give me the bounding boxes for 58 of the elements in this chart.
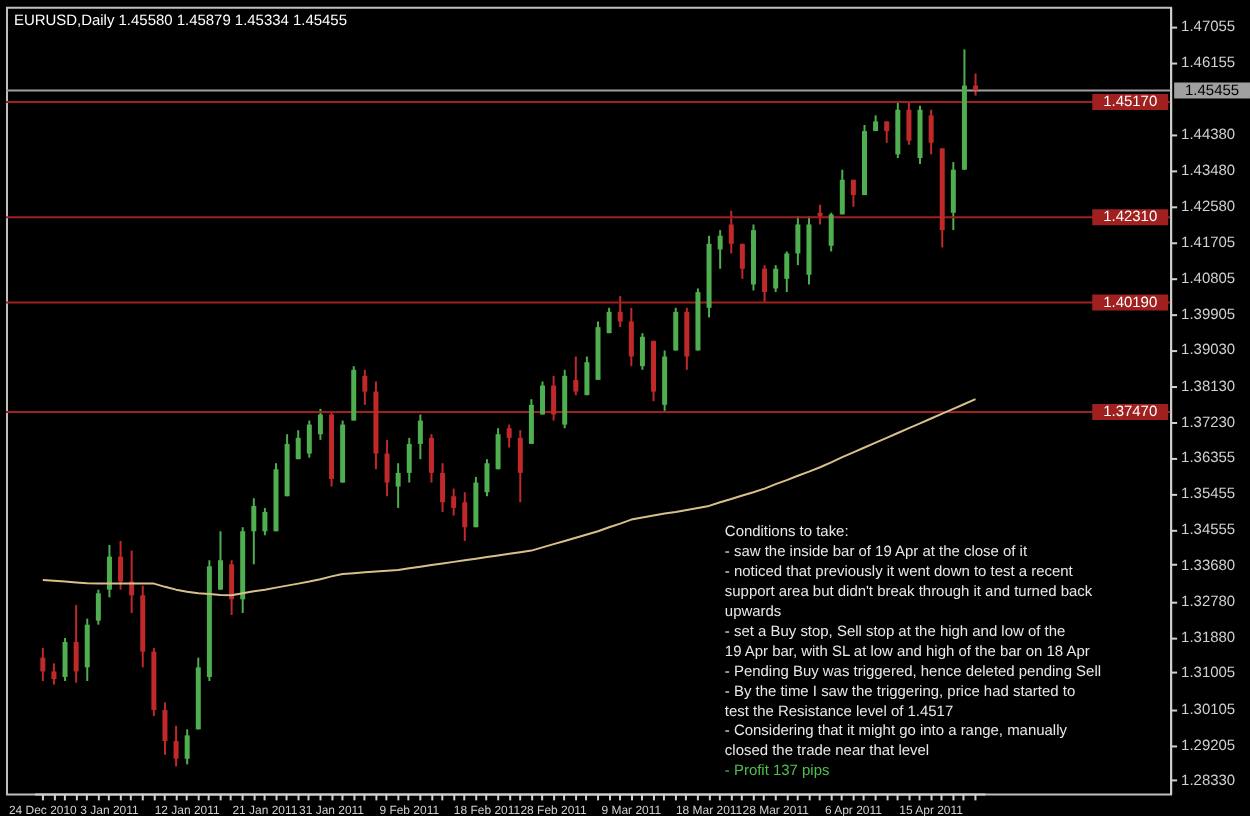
candlestick [828, 211, 834, 253]
candlestick [684, 306, 690, 371]
candlestick [84, 617, 90, 683]
candlestick [440, 462, 446, 513]
candlestick [528, 398, 534, 445]
candlestick [51, 662, 57, 686]
candlestick [495, 427, 501, 471]
candlestick [573, 355, 579, 397]
candlestick [317, 407, 323, 441]
candlestick [839, 168, 845, 216]
candlestick [739, 242, 745, 280]
candlestick [617, 295, 623, 329]
candlestick [251, 497, 257, 566]
candlestick [95, 588, 101, 626]
candlestick [728, 209, 734, 255]
candlestick [451, 487, 457, 517]
candlestick [362, 368, 368, 406]
candlestick [462, 491, 468, 542]
candlestick [384, 438, 390, 498]
candlestick [551, 374, 557, 422]
candlestick [428, 433, 434, 484]
candlestick [73, 603, 79, 684]
candlestick [229, 559, 235, 617]
candlestick [262, 506, 268, 537]
candlestick [118, 539, 124, 591]
candlestick [784, 250, 790, 294]
candlestick [517, 429, 523, 504]
candlestick [606, 306, 612, 335]
candlestick [950, 161, 956, 232]
candlestick [773, 264, 779, 294]
candlestick [217, 530, 223, 591]
candlestick [295, 429, 301, 461]
candlestick [540, 380, 545, 416]
candlestick [173, 724, 179, 768]
candlestick [406, 436, 412, 484]
candlestick [673, 306, 679, 352]
candlestick [484, 458, 490, 498]
candlestick [40, 647, 46, 683]
candlestick [928, 108, 934, 156]
candlestick [506, 423, 512, 449]
candlestick [395, 462, 401, 509]
candlestick [62, 636, 68, 683]
candlestick [473, 475, 479, 529]
candlestick [162, 701, 168, 756]
candlestick [884, 120, 890, 144]
candlestick [895, 100, 901, 160]
candlestick [184, 728, 190, 766]
candlestick [628, 306, 634, 368]
candlestick [762, 264, 768, 304]
candlestick [639, 332, 645, 371]
candlestick [306, 419, 312, 459]
candlestick [795, 215, 801, 267]
candlestick [906, 100, 912, 146]
candlestick [417, 413, 423, 461]
candlestick [717, 229, 723, 270]
candlestick [850, 178, 856, 208]
candlestick [584, 355, 590, 397]
candlestick [106, 543, 112, 599]
